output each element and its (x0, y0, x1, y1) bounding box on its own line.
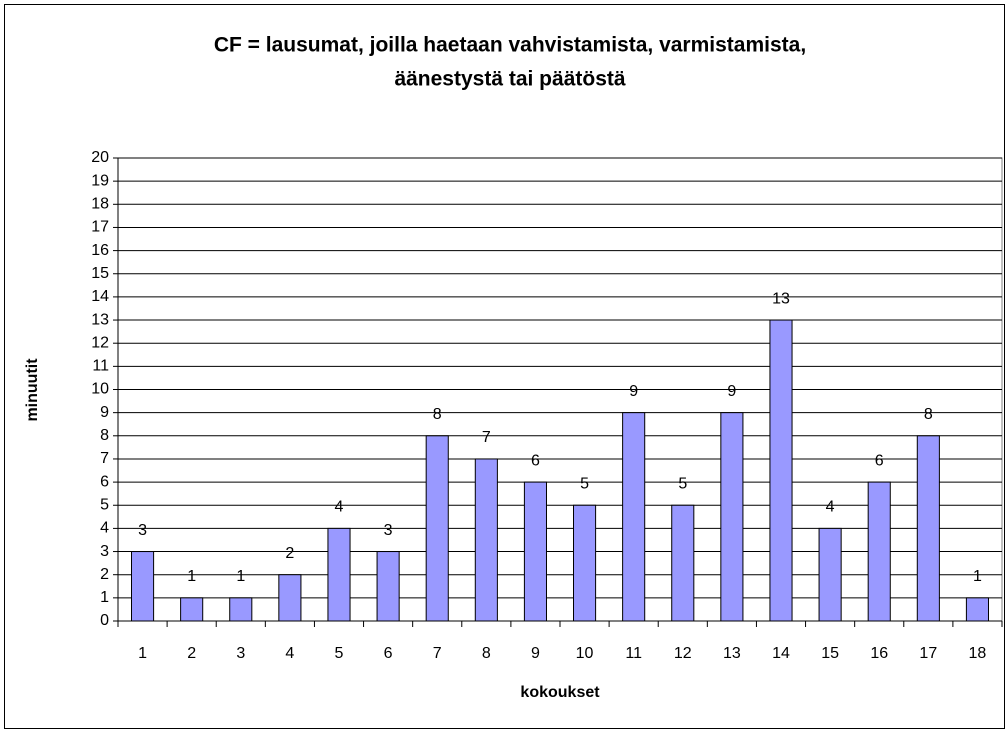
x-tick-label: 11 (625, 645, 642, 662)
y-tick-label: 4 (100, 520, 109, 537)
x-tick-label: 4 (285, 645, 294, 662)
data-label: 4 (826, 499, 835, 516)
y-tick-label: 9 (100, 404, 109, 421)
y-tick-label: 3 (100, 543, 109, 560)
x-tick-label: 18 (969, 645, 987, 662)
x-tick-label: 17 (919, 645, 937, 662)
bar (867, 481, 891, 622)
y-axis-title: minuutit (24, 358, 41, 422)
y-tick-label: 15 (91, 265, 109, 282)
x-tick-label: 16 (870, 645, 888, 662)
x-tick-label: 1 (138, 645, 147, 662)
bar (278, 574, 302, 622)
x-tick-label: 2 (187, 645, 196, 662)
x-axis-title: kokoukset (520, 684, 600, 701)
y-tick-label: 19 (91, 172, 109, 189)
data-label: 3 (384, 522, 393, 539)
x-tick-label: 6 (384, 645, 393, 662)
data-label: 8 (433, 406, 442, 423)
data-label: 1 (187, 568, 196, 585)
x-tick-label: 8 (482, 645, 491, 662)
data-label: 2 (285, 545, 294, 562)
data-label: 4 (335, 499, 344, 516)
y-tick-label: 2 (100, 566, 109, 583)
x-tick-label: 9 (531, 645, 540, 662)
bar (720, 412, 744, 622)
bar (965, 597, 989, 622)
y-tick-label: 1 (100, 589, 109, 606)
y-tick-label: 7 (100, 450, 109, 467)
y-tick-label: 12 (91, 334, 109, 351)
y-tick-label: 18 (91, 196, 109, 213)
data-label: 7 (482, 429, 491, 446)
y-tick-label: 13 (91, 311, 109, 328)
data-label: 5 (678, 475, 687, 492)
data-label: 3 (138, 522, 147, 539)
bar (376, 551, 400, 622)
data-label: 6 (875, 452, 884, 469)
bar (523, 481, 547, 622)
y-tick-label: 0 (100, 612, 109, 629)
x-tick-label: 14 (772, 645, 790, 662)
bar (818, 527, 842, 622)
data-label: 5 (580, 475, 589, 492)
x-tick-label: 10 (576, 645, 594, 662)
bar (671, 504, 695, 622)
bar (474, 458, 498, 622)
chart-title: CF = lausumat, joilla haetaan vahvistami… (214, 34, 806, 57)
y-tick-label: 5 (100, 496, 109, 513)
bar (229, 597, 253, 622)
bar (769, 319, 793, 622)
y-tick-label: 16 (91, 242, 109, 259)
bar (327, 527, 351, 622)
data-label: 1 (973, 568, 982, 585)
y-tick-label: 10 (91, 381, 109, 398)
bar (425, 435, 449, 622)
x-tick-label: 5 (335, 645, 344, 662)
data-label: 6 (531, 452, 540, 469)
data-label: 9 (727, 383, 736, 400)
data-label: 13 (772, 290, 790, 307)
bar (131, 551, 155, 622)
x-tick-label: 12 (674, 645, 692, 662)
x-tick-label: 15 (821, 645, 839, 662)
y-tick-label: 20 (91, 149, 109, 166)
x-tick-label: 13 (723, 645, 741, 662)
x-tick-label: 7 (433, 645, 442, 662)
y-tick-label: 17 (91, 219, 109, 236)
data-label: 8 (924, 406, 933, 423)
y-tick-label: 6 (100, 473, 109, 490)
data-label: 9 (629, 383, 638, 400)
bar (180, 597, 204, 622)
bar (916, 435, 940, 622)
data-label: 1 (236, 568, 245, 585)
chart-title: äänestystä tai päätöstä (394, 68, 625, 91)
bar (573, 504, 597, 622)
y-tick-label: 14 (91, 288, 109, 305)
x-tick-label: 3 (236, 645, 245, 662)
y-tick-label: 8 (100, 427, 109, 444)
y-tick-label: 11 (92, 358, 109, 375)
bar (622, 412, 646, 622)
